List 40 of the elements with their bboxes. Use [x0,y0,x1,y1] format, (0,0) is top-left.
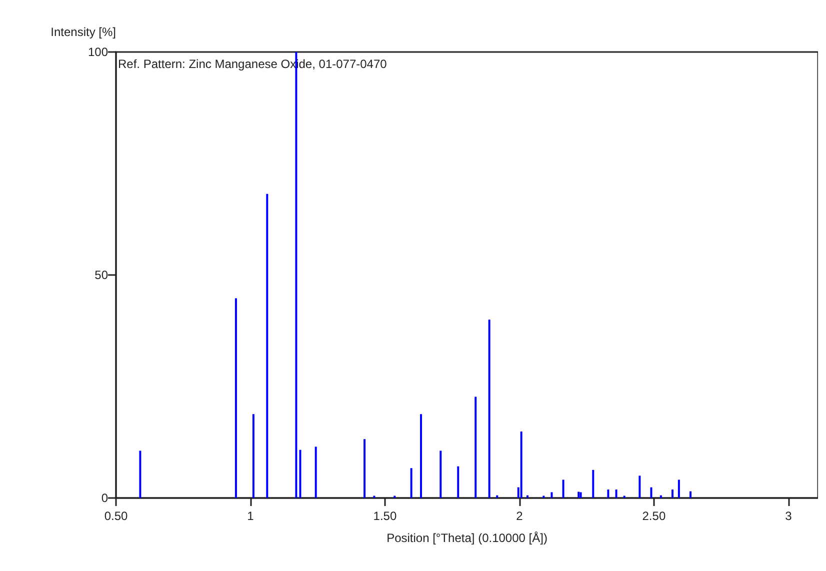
x-tick-label: 3 [785,509,792,523]
x-tick-label: 2 [516,509,524,523]
y-tick-label: 100 [88,45,108,59]
bar [410,468,412,498]
bar [299,450,302,498]
bar [607,490,610,498]
x-tick-label: 1.50 [373,509,397,523]
x-axis-title: Position [°Theta] (0.10000 [Å]) [386,531,548,545]
bar [638,476,641,498]
bar [440,450,442,498]
bar [520,432,522,498]
x-tick-label: 2.50 [642,509,666,523]
bar [671,490,674,498]
bar [420,414,422,498]
y-tick-label: 0 [101,491,108,505]
bar [526,495,529,498]
bar [474,396,477,498]
y-axis-title: Intensity [%] [50,25,116,39]
bar [650,487,652,498]
bar [660,495,662,498]
bar [592,470,594,498]
bar [615,490,618,498]
bar [234,298,237,498]
bar [266,194,268,498]
bar [364,439,366,498]
bar [457,466,460,498]
bar [139,450,142,498]
y-tick-label: 50 [94,268,108,282]
bar [578,492,580,498]
bar [690,491,692,498]
bar [580,492,582,498]
bar [496,495,498,498]
x-tick-label: 1 [247,509,254,523]
bar [252,414,254,498]
x-tick-label: 0.50 [104,509,128,523]
bar [562,480,564,498]
bar [488,320,490,498]
bar [678,480,680,498]
bar [550,492,553,498]
bar [314,446,317,498]
